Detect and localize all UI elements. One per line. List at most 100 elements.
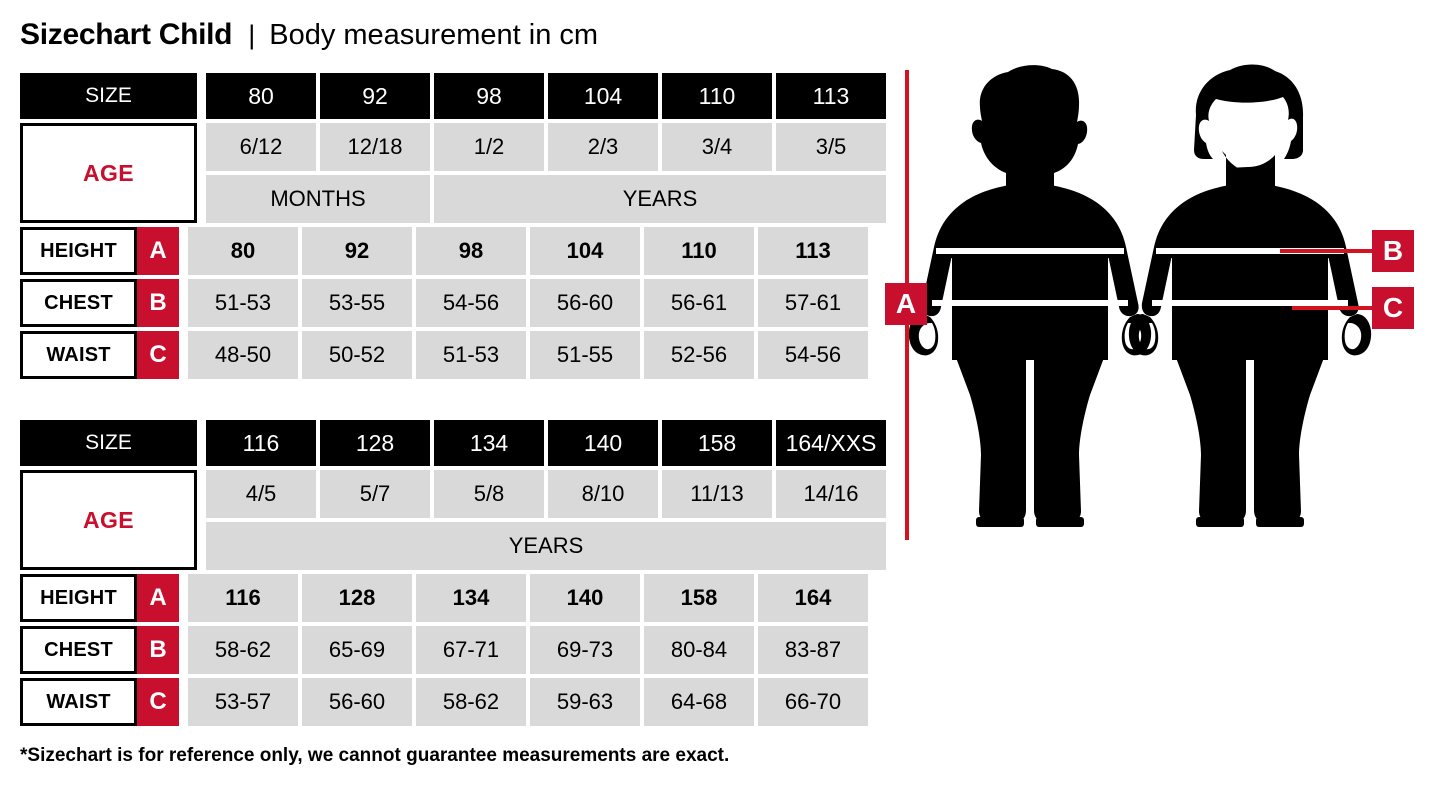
age-unit-cell: YEARS (206, 522, 886, 570)
badge-c: C (137, 678, 179, 726)
age-label-cell: AGE (20, 470, 197, 570)
age-cell: 12/18 (320, 123, 430, 171)
girl-silhouette (1128, 64, 1372, 527)
waist-label: WAIST (20, 678, 137, 726)
age-label-cell: AGE (20, 123, 197, 223)
waist-cell: 64-68 (644, 678, 754, 726)
chest-cell: 56-60 (530, 279, 640, 327)
size-cell: 134 (434, 420, 544, 466)
chest-cell: 54-56 (416, 279, 526, 327)
size-cell: 110 (662, 73, 772, 119)
age-label: AGE (82, 506, 135, 533)
waist-leader-line (1292, 306, 1374, 310)
height-cell: 128 (302, 574, 412, 622)
age-unit-row: YEARS (206, 522, 886, 570)
size-values: 116 128 134 140 158 164/XXS (206, 420, 886, 466)
chest-cell: 67-71 (416, 626, 526, 674)
waist-label: WAIST (20, 331, 137, 379)
height-label-cell: HEIGHT A (20, 227, 179, 275)
waist-values: 48-50 50-52 51-53 51-55 52-56 54-56 (188, 331, 868, 379)
chest-label: CHEST (20, 626, 137, 674)
height-label-cell: HEIGHT A (20, 574, 179, 622)
chest-cell: 51-53 (188, 279, 298, 327)
table-age-row: AGE 4/5 5/7 5/8 8/10 11/13 14/16 YEARS (20, 470, 886, 570)
badge-b: B (137, 279, 179, 327)
height-cell: 158 (644, 574, 754, 622)
waist-label-cell: WAIST C (20, 331, 179, 379)
age-cell: 4/5 (206, 470, 316, 518)
chest-cell: 56-61 (644, 279, 754, 327)
age-cell: 5/8 (434, 470, 544, 518)
age-label-box: AGE (20, 470, 197, 570)
sizechart-table-1: SIZE 80 92 98 104 110 113 AGE 6/12 12/18 1/2 2/3 3/4… (20, 73, 886, 379)
height-cell: 80 (188, 227, 298, 275)
age-cell: 1/2 (434, 123, 544, 171)
age-cell: 3/4 (662, 123, 772, 171)
age-label-box: AGE (20, 123, 197, 223)
title-separator: | (248, 20, 256, 50)
size-cell: 140 (548, 420, 658, 466)
table-header-row: SIZE 80 92 98 104 110 113 (20, 73, 886, 119)
size-cell: 104 (548, 73, 658, 119)
marker-c-waist: C (1372, 287, 1414, 329)
chest-values: 58-62 65-69 67-71 69-73 80-84 83-87 (188, 626, 868, 674)
chest-label: CHEST (20, 279, 137, 327)
size-cell: 158 (662, 420, 772, 466)
age-unit-cell: YEARS (434, 175, 886, 223)
body-measurement-illustration: A B C (880, 55, 1425, 555)
chest-cell: 69-73 (530, 626, 640, 674)
age-label: AGE (82, 159, 135, 186)
table-row-chest: CHEST B 58-62 65-69 67-71 69-73 80-84 83-87 (20, 626, 868, 674)
waist-cell: 56-60 (302, 678, 412, 726)
chest-label-cell: CHEST B (20, 279, 179, 327)
age-range-row: 6/12 12/18 1/2 2/3 3/4 3/5 (206, 123, 886, 171)
height-cell: 140 (530, 574, 640, 622)
waist-cell: 58-62 (416, 678, 526, 726)
boy-silhouette (908, 65, 1152, 527)
age-cell: 5/7 (320, 470, 430, 518)
waist-cell: 54-56 (758, 331, 868, 379)
size-label: SIZE (20, 73, 197, 119)
chest-cell: 83-87 (758, 626, 868, 674)
height-values: 116 128 134 140 158 164 (188, 574, 868, 622)
badge-a: A (137, 574, 179, 622)
waist-cell: 50-52 (302, 331, 412, 379)
size-cell: 128 (320, 420, 430, 466)
title-main: Sizechart Child (20, 18, 233, 51)
chest-leader-line (1280, 249, 1374, 253)
page-title: Sizechart Child | Body measurement in cm (20, 18, 598, 52)
size-cell: 92 (320, 73, 430, 119)
waist-cell: 51-53 (416, 331, 526, 379)
age-cell: 8/10 (548, 470, 658, 518)
size-cell: 80 (206, 73, 316, 119)
height-label: HEIGHT (20, 227, 137, 275)
height-line-top (905, 70, 909, 284)
waist-label-cell: WAIST C (20, 678, 179, 726)
chest-cell: 57-61 (758, 279, 868, 327)
size-cell: 164/XXS (776, 420, 886, 466)
height-label: HEIGHT (20, 574, 137, 622)
waist-values: 53-57 56-60 58-62 59-63 64-68 66-70 (188, 678, 868, 726)
size-cell: 113 (776, 73, 886, 119)
age-range-row: 4/5 5/7 5/8 8/10 11/13 14/16 (206, 470, 886, 518)
table-row-waist: WAIST C 53-57 56-60 58-62 59-63 64-68 66-70 (20, 678, 868, 726)
header-size-label-cell: SIZE (20, 73, 197, 119)
age-values-wrap: 4/5 5/7 5/8 8/10 11/13 14/16 YEARS (206, 470, 886, 570)
chest-cell: 80-84 (644, 626, 754, 674)
waist-cell: 51-55 (530, 331, 640, 379)
waist-cell: 52-56 (644, 331, 754, 379)
badge-c: C (137, 331, 179, 379)
size-label: SIZE (20, 420, 197, 466)
table-row-height: HEIGHT A 116 128 134 140 158 164 (20, 574, 868, 622)
chest-cell: 65-69 (302, 626, 412, 674)
chest-values: 51-53 53-55 54-56 56-60 56-61 57-61 (188, 279, 868, 327)
table-row-chest: CHEST B 51-53 53-55 54-56 56-60 56-61 57-61 (20, 279, 868, 327)
badge-a: A (137, 227, 179, 275)
height-cell: 104 (530, 227, 640, 275)
chest-cell: 58-62 (188, 626, 298, 674)
height-cell: 110 (644, 227, 754, 275)
size-values: 80 92 98 104 110 113 (206, 73, 886, 119)
waist-cell: 48-50 (188, 331, 298, 379)
height-cell: 113 (758, 227, 868, 275)
age-cell: 11/13 (662, 470, 772, 518)
